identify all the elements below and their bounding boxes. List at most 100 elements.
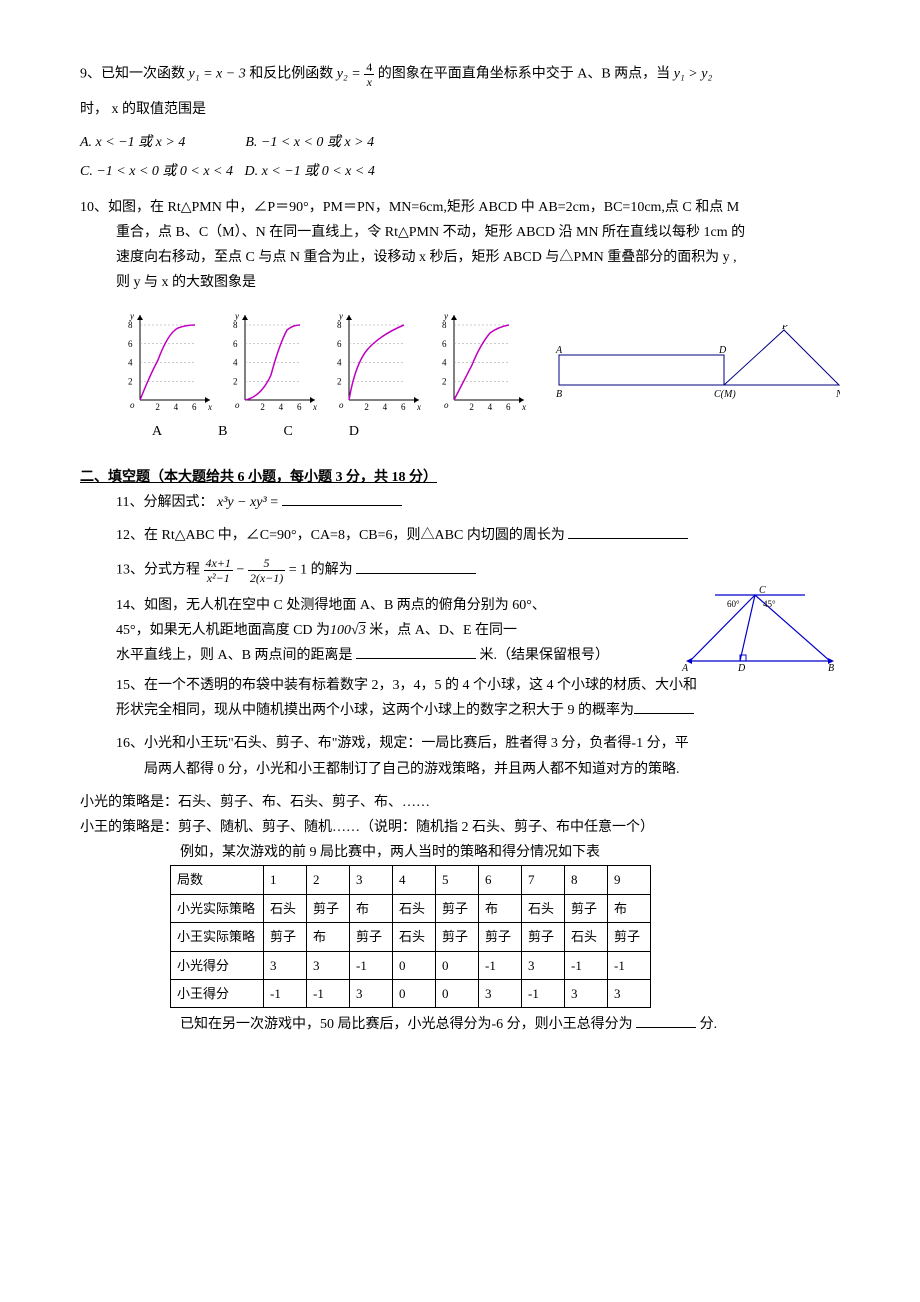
svg-text:6: 6 — [233, 339, 238, 349]
q11-expr: x³y − xy³ — [217, 495, 267, 510]
label-d: D — [349, 419, 359, 444]
svg-text:6: 6 — [297, 402, 302, 412]
table-cell: 剪子 — [479, 923, 522, 951]
table-cell: 剪子 — [264, 923, 307, 951]
q16-l6: 已知在另一次游戏中，50 局比赛后，小光总得分为-6 分，则小王总得分为 分. — [80, 1012, 840, 1037]
table-row: 小王实际策略剪子布剪子石头剪子剪子剪子石头剪子 — [171, 923, 651, 951]
q16-l2: 局两人都得 0 分，小光和小王都制订了自己的游戏策略，并且两人都不知道对方的策略… — [116, 757, 840, 782]
table-row: 小光得分33-100-13-1-1 — [171, 951, 651, 979]
svg-text:o: o — [130, 400, 135, 410]
q9-stem-b: 的图象在平面直角坐标系中交于 A、B 两点，当 — [378, 67, 674, 82]
table-cell: 小王实际策略 — [171, 923, 264, 951]
table-cell: 0 — [393, 951, 436, 979]
table-cell: 3 — [264, 951, 307, 979]
table-cell: -1 — [522, 979, 565, 1007]
q13-f2-num: 5 — [248, 556, 285, 571]
table-cell: 石头 — [264, 894, 307, 922]
q9-y1: y₁ = x − 3 — [189, 67, 246, 82]
q11-blank — [282, 491, 402, 506]
table-cell: -1 — [565, 951, 608, 979]
q9-y2-den: x — [364, 75, 374, 89]
svg-text:8: 8 — [233, 320, 238, 330]
q11-pre: 11、分解因式： — [116, 495, 217, 510]
table-cell: 9 — [608, 866, 651, 894]
svg-text:4: 4 — [174, 402, 179, 412]
q14-l2a: 45°，如果无人机距地面高度 CD 为 — [116, 623, 330, 638]
q13-f1-num: 4x+1 — [204, 556, 233, 571]
table-cell: 3 — [350, 979, 393, 1007]
svg-text:P: P — [781, 325, 788, 332]
q16-table: 局数123456789小光实际策略石头剪子布石头剪子布石头剪子布小王实际策略剪子… — [170, 865, 651, 1008]
q9-stem-a: 9、已知一次函数 — [80, 67, 189, 82]
q14-l2b: 米，点 A、D、E 在同一 — [366, 623, 517, 638]
q15-l1: 15、在一个不透明的布袋中装有标着数字 2，3，4，5 的 4 个小球，这 4 … — [116, 673, 840, 698]
svg-text:C: C — [759, 585, 766, 596]
svg-text:8: 8 — [337, 320, 342, 330]
svg-text:4: 4 — [278, 402, 283, 412]
chart-c: yxo2468246 — [325, 305, 424, 415]
q16-l4: 小王的策略是：剪子、随机、剪子、随机……（说明：随机指 2 石头、剪子、布中任意… — [80, 815, 840, 840]
q16-l3: 小光的策略是：石头、剪子、布、石头、剪子、布、…… — [80, 790, 840, 815]
table-cell: 剪子 — [350, 923, 393, 951]
q10-stem4: 则 y 与 x 的大致图象是 — [80, 270, 840, 295]
q10-stem3: 速度向右移动，至点 C 与点 N 重合为止，设移动 x 秒后，矩形 ABCD 与… — [80, 245, 840, 270]
svg-text:2: 2 — [233, 377, 238, 387]
q9-line2: 时， x 的取值范围是 — [80, 97, 840, 122]
question-14: CADB60°45° 14、如图，无人机在空中 C 处测得地面 A、B 两点的俯… — [80, 593, 840, 669]
question-10: 10、如图，在 Rt△PMN 中，∠P＝90°，PM＝PN，MN=6cm,矩形 … — [80, 195, 840, 296]
svg-text:x: x — [312, 402, 317, 412]
table-cell: 5 — [436, 866, 479, 894]
q16-l1: 16、小光和小王玩"石头、剪子、布"游戏，规定：一局比赛后，胜者得 3 分，负者… — [116, 731, 840, 756]
q14-l3a: 水平直线上，则 A、B 两点间的距离是 — [116, 648, 352, 663]
table-row: 局数123456789 — [171, 866, 651, 894]
table-cell: 剪子 — [608, 923, 651, 951]
q13-frac2: 5 2(x−1) — [248, 556, 285, 585]
svg-text:2: 2 — [337, 377, 342, 387]
table-cell: 石头 — [393, 894, 436, 922]
table-cell: 0 — [393, 979, 436, 1007]
q12-text: 12、在 Rt△ABC 中，∠C=90°，CA=8，CB=6，则△ABC 内切圆… — [116, 528, 565, 543]
q12-blank — [568, 524, 688, 539]
table-cell: 3 — [522, 951, 565, 979]
svg-text:6: 6 — [401, 402, 406, 412]
svg-text:B: B — [556, 389, 562, 400]
table-cell: 布 — [350, 894, 393, 922]
table-cell: 布 — [307, 923, 350, 951]
svg-text:45°: 45° — [763, 599, 776, 609]
q13-pre: 13、分式方程 — [116, 563, 204, 578]
table-cell: 3 — [307, 951, 350, 979]
table-cell: -1 — [608, 951, 651, 979]
q16-l6b: 分. — [700, 1017, 718, 1032]
svg-text:C(M): C(M) — [714, 389, 736, 400]
q14-num: 100 — [330, 623, 351, 638]
svg-text:2: 2 — [442, 377, 447, 387]
question-15: 15、在一个不透明的布袋中装有标着数字 2，3，4，5 的 4 个小球，这 4 … — [80, 673, 840, 723]
q15-l2: 形状完全相同，现从中随机摸出两个小球，这两个小球上的数字之积大于 9 的概率为 — [116, 703, 634, 718]
table-cell: 3 — [479, 979, 522, 1007]
table-cell: 布 — [479, 894, 522, 922]
svg-text:6: 6 — [192, 402, 197, 412]
table-cell: 3 — [350, 866, 393, 894]
q9-options-cd: C. −1 < x < 0 或 0 < x < 4 D. x < −1 或 0 … — [80, 159, 840, 184]
table-cell: 0 — [436, 951, 479, 979]
q13-post: = 1 的解为 — [289, 563, 353, 578]
table-cell: 6 — [479, 866, 522, 894]
table-cell: -1 — [350, 951, 393, 979]
label-a: A — [152, 419, 162, 444]
q14-sqrt-val: 3 — [359, 623, 366, 638]
svg-text:N: N — [835, 389, 840, 400]
table-cell: 布 — [608, 894, 651, 922]
q13-blank — [356, 559, 476, 574]
table-cell: 1 — [264, 866, 307, 894]
q9-cond: y₁ > y₂ — [674, 67, 713, 82]
q16-l5: 例如，某次游戏的前 9 局比赛中，两人当时的策略和得分情况如下表 — [80, 840, 840, 865]
svg-text:x: x — [521, 402, 526, 412]
q9-mid: 和反比例函数 — [249, 67, 337, 82]
table-cell: 剪子 — [307, 894, 350, 922]
svg-text:8: 8 — [442, 320, 447, 330]
table-cell: 小光实际策略 — [171, 894, 264, 922]
q10-chart-labels: A B C D — [152, 419, 840, 444]
svg-text:2: 2 — [364, 402, 369, 412]
svg-text:x: x — [207, 402, 212, 412]
table-cell: 0 — [436, 979, 479, 1007]
